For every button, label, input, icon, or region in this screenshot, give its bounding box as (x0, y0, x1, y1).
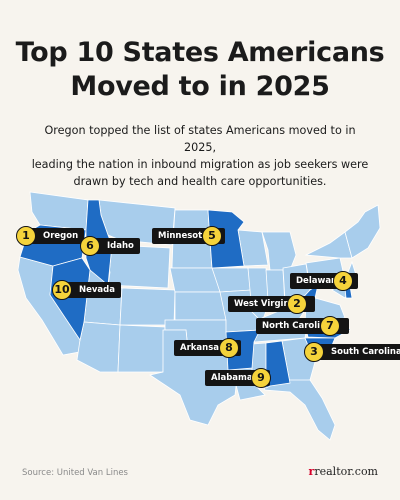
source-note: Source: United Van Lines (22, 468, 128, 478)
state-arizona (76, 321, 121, 373)
callout-oregon: Oregon (26, 228, 85, 244)
subtitle: Oregon topped the list of states America… (30, 122, 370, 190)
rank-badge-10: 10 (52, 280, 72, 300)
rank-badge-8: 8 (219, 338, 239, 358)
callout-south-carolina: South Carolina (314, 344, 400, 360)
realtor-logo: rrealtor.com (309, 465, 378, 478)
callout-south-carolina-label: South Carolina (331, 347, 400, 357)
callout-north-carolina-label: North Carolina (262, 321, 332, 331)
callout-west-virginia-label: West Virginia (234, 299, 299, 309)
rank-badge-6: 6 (80, 236, 100, 256)
state-colorado (119, 287, 176, 326)
state-florida (261, 379, 336, 441)
rank-badge-4: 4 (333, 271, 353, 291)
page-title: Top 10 States Americans Moved to in 2025 (0, 36, 400, 104)
rank-badge-3: 3 (304, 342, 324, 362)
title-line-1: Top 10 States Americans (15, 37, 385, 68)
callout-nevada-label: Nevada (79, 285, 115, 295)
subtitle-line-1: Oregon topped the list of states America… (44, 124, 356, 154)
callout-alabama-label: Alabama (211, 373, 253, 383)
logo-text: realtor.com (314, 465, 378, 478)
callout-delaware-label: Delaware (296, 276, 342, 286)
state-new-mexico (117, 324, 166, 373)
us-map-svg (17, 191, 381, 441)
subtitle-line-3: drawn by tech and health care opportunit… (73, 175, 327, 188)
callout-oregon-label: Oregon (43, 231, 79, 241)
callout-arkansas-label: Arkansas (180, 343, 225, 353)
state-nebraska (169, 267, 221, 293)
rank-badge-1: 1 (16, 226, 36, 246)
callout-minnesota-label: Minnesota (158, 231, 208, 241)
state-kansas (174, 291, 227, 321)
state-new-england (344, 204, 381, 259)
logo-r: r (308, 465, 315, 478)
us-map: Oregon 1 Idaho 6 Minnesota 5 Delaware 4 … (0, 180, 400, 450)
callout-idaho: Idaho (90, 238, 140, 254)
callout-idaho-label: Idaho (107, 241, 134, 251)
title-line-2: Moved to in 2025 (70, 71, 330, 102)
rank-badge-2: 2 (287, 294, 307, 314)
rank-badge-5: 5 (202, 226, 222, 246)
state-washington (29, 191, 89, 231)
state-nevada (49, 257, 91, 342)
callout-nevada: Nevada (62, 282, 121, 298)
state-new-york (304, 231, 353, 259)
subtitle-line-2: leading the nation in inbound migration … (31, 158, 369, 171)
rank-badge-7: 7 (320, 316, 340, 336)
rank-badge-9: 9 (251, 368, 271, 388)
